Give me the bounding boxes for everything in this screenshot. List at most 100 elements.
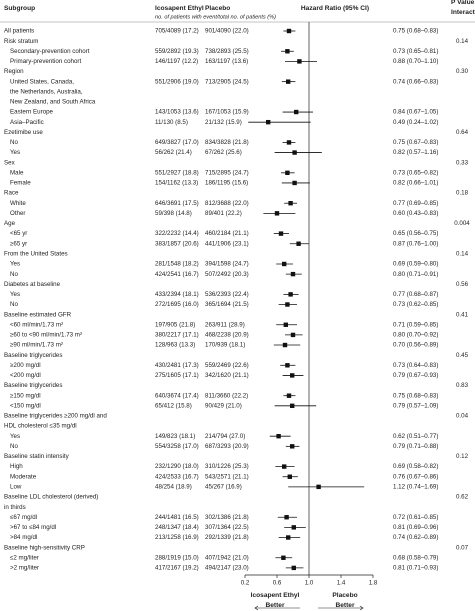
icosapent-events: 275/1605 (17.1) <box>155 372 199 379</box>
subgroup-label: the Netherlands, Australia, <box>10 88 83 95</box>
icosapent-events: 149/823 (18.1) <box>155 433 195 440</box>
header-icosapent: Icosapent Ethyl <box>155 5 204 12</box>
placebo-events: 507/2492 (20.3) <box>205 271 249 278</box>
placebo-events: 713/2905 (24.5) <box>205 78 249 85</box>
icosapent-events: 646/3691 (17.5) <box>155 200 199 207</box>
subgroup-label: <150 mg/dl <box>10 402 41 409</box>
placebo-events: 715/2895 (24.7) <box>205 169 249 176</box>
hazard-ratio-point <box>290 332 296 338</box>
group-label: in thirds <box>4 504 26 511</box>
hazard-ratio-label: 0.79 (0.67–0.93) <box>393 372 438 379</box>
hazard-ratio-point <box>297 59 302 64</box>
hazard-ratio-label: 0.65 (0.56–0.75) <box>393 230 438 237</box>
hazard-ratio-label: 0.74 (0.66–0.83) <box>393 78 438 85</box>
subgroup-label: Yes <box>10 291 20 298</box>
hazard-ratio-label: 0.82 (0.57–1.16) <box>393 149 438 156</box>
icosapent-events: 11/130 (8.5) <box>155 119 188 126</box>
placebo-events: 89/401 (22.2) <box>205 210 242 217</box>
hazard-ratio-label: 0.68 (0.58–0.79) <box>393 554 438 561</box>
placebo-events: 90/429 (21.0) <box>205 402 242 409</box>
icosapent-events: 430/2481 (17.3) <box>155 362 199 369</box>
icosapent-events: 417/2167 (19.2) <box>155 565 199 572</box>
subgroup-label: Other <box>10 210 25 217</box>
arrow-left <box>254 605 300 611</box>
subgroup-label: No <box>10 139 18 146</box>
hazard-ratio-label: 0.73 (0.64–0.83) <box>393 362 438 369</box>
hazard-ratio-label: 0.81 (0.69–0.96) <box>393 524 438 531</box>
hazard-ratio-point <box>288 292 293 297</box>
group-label: HDL cholesterol ≤35 mg/dl <box>4 423 77 430</box>
group-label: From the United States <box>4 251 68 258</box>
hazard-ratio-point <box>288 201 293 206</box>
subgroup-label: No <box>10 443 18 450</box>
better-right: Better <box>335 602 354 609</box>
subgroup-label: Secondary-prevention cohort <box>10 48 90 55</box>
placebo-events: 263/911 (28.9) <box>205 321 245 328</box>
p-value: 0.12 <box>456 453 469 460</box>
hazard-ratio-point <box>274 211 280 216</box>
placebo-events: 307/1364 (22.5) <box>205 524 249 531</box>
placebo-events: 163/1197 (13.6) <box>205 58 248 65</box>
hazard-ratio-label: 0.69 (0.59–0.80) <box>393 261 438 268</box>
placebo-events: 687/3293 (20.9) <box>205 443 249 450</box>
p-value: 0.83 <box>456 382 469 389</box>
hazard-ratio-label: 0.72 (0.61–0.85) <box>393 514 438 521</box>
hazard-ratio-point <box>282 464 287 469</box>
group-label: Ezetimibe use <box>4 129 43 136</box>
hazard-ratio-point <box>286 28 292 34</box>
x-tick-label: 1.0 <box>305 580 314 587</box>
p-value: 0.33 <box>456 159 469 166</box>
group-label: Sex <box>4 159 16 166</box>
hazard-ratio-point <box>292 180 297 186</box>
hazard-ratio-label: 0.80 (0.71–0.91) <box>393 271 438 278</box>
hazard-ratio-label: 0.88 (0.70–1.10) <box>393 58 438 65</box>
hazard-ratio-point <box>286 79 291 84</box>
hazard-ratio-label: 0.62 (0.51–0.77) <box>393 433 438 440</box>
icosapent-events: 424/2541 (16.7) <box>155 271 199 278</box>
subgroup-label: <60 ml/min/1.73 m² <box>10 321 63 328</box>
x-tick-label: 0.6 <box>273 580 282 587</box>
icosapent-events: 56/262 (21.4) <box>155 149 192 156</box>
arrow-right <box>318 605 364 611</box>
hazard-ratio-point <box>286 535 291 540</box>
placebo-events: 67/262 (25.6) <box>205 149 242 156</box>
placebo-events: 543/2571 (21.1) <box>205 473 249 480</box>
p-value: 0.07 <box>456 544 469 551</box>
header-note: no. of patients with event/total no. of … <box>155 14 276 20</box>
p-value: 0.30 <box>456 68 469 75</box>
p-value: 0.04 <box>456 413 469 420</box>
subgroup-label: New Zealand, and South Africa <box>10 99 96 106</box>
icosapent-events: 143/1053 (13.6) <box>155 109 199 116</box>
subgroup-label: No <box>10 271 18 278</box>
subgroup-label: Female <box>10 180 31 187</box>
p-value: 0.14 <box>456 251 469 258</box>
subgroup-label: All patients <box>4 28 34 35</box>
hazard-ratio-label: 0.75 (0.68–0.83) <box>393 28 438 35</box>
group-label: Region <box>4 68 24 75</box>
icosapent-events: 248/1347 (18.4) <box>155 524 199 531</box>
p-value: 0.41 <box>456 311 469 318</box>
icosapent-events: 65/412 (15.8) <box>155 402 192 409</box>
header-subgroup: Subgroup <box>4 5 35 12</box>
icosapent-events: 128/963 (13.3) <box>155 342 195 349</box>
subgroup-label: ≥200 mg/dl <box>10 362 41 369</box>
hazard-ratio-point <box>286 393 292 398</box>
hazard-ratio-point <box>290 403 295 409</box>
hazard-ratio-point <box>278 231 284 236</box>
header-placebo: Placebo <box>205 5 230 12</box>
hazard-ratio-label: 0.73 (0.65–0.81) <box>393 48 438 55</box>
icosapent-events: 383/1857 (20.6) <box>155 240 199 247</box>
placebo-events: 214/794 (27.0) <box>205 433 245 440</box>
placebo-events: 834/3828 (21.8) <box>205 139 249 146</box>
group-label: Baseline estimated GFR <box>4 311 72 318</box>
subgroup-label: ≥90 ml/min/1.73 m² <box>10 342 63 349</box>
hazard-ratio-label: 0.77 (0.69–0.85) <box>393 200 438 207</box>
placebo-events: 310/1226 (25.3) <box>205 463 249 470</box>
hazard-ratio-label: 0.79 (0.71–0.88) <box>393 443 438 450</box>
hazard-ratio-label: 0.77 (0.68–0.87) <box>393 291 438 298</box>
hazard-ratio-label: 0.70 (0.56–0.89) <box>393 342 438 349</box>
subgroup-label: ≥150 mg/dl <box>10 392 41 399</box>
icosapent-events: 640/3674 (17.4) <box>155 392 199 399</box>
placebo-events: 812/3688 (22.0) <box>205 200 249 207</box>
hazard-ratio-point <box>282 342 288 348</box>
